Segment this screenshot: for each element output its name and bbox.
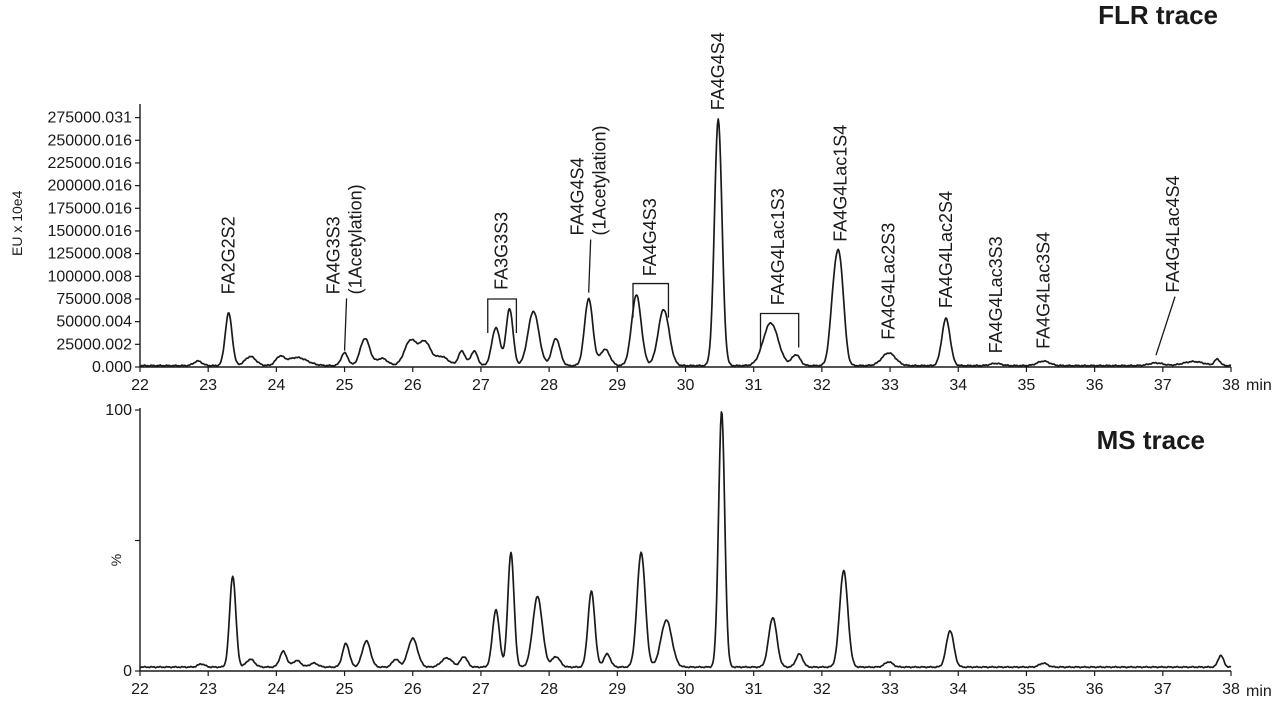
flr-x-tick-label: 31	[745, 377, 763, 394]
ms-x-tick-label: 36	[1086, 681, 1104, 698]
flr-x-tick-label: 24	[267, 377, 285, 394]
flr-trace-line	[139, 118, 1232, 368]
peak-label: FA4G4Lac2S3	[879, 223, 899, 340]
flr-x-tick-label: 37	[1154, 377, 1172, 394]
ms-x-unit-label: min	[1246, 683, 1272, 700]
peak-label: FA4G4S3	[640, 198, 660, 276]
flr-x-tick-label: 38	[1222, 377, 1240, 394]
ms-x-tick-label: 30	[677, 681, 695, 698]
ms-x-tick-label: 27	[472, 681, 490, 698]
peak-label: FA4G4Lac3S4	[1034, 232, 1054, 349]
ms-x-tick-label: 31	[745, 681, 763, 698]
flr-x-tick-label: 22	[131, 377, 149, 394]
peak-label: (1Acetylation)	[346, 184, 366, 294]
flr-y-ticks: 0.000 25000.002 50000.004 75000.008 100000.0…	[47, 110, 140, 376]
ms-x-tick-label: 38	[1222, 681, 1240, 698]
flr-x-tick-label: 26	[404, 377, 422, 394]
flr-x-tick-label: 32	[813, 377, 831, 394]
flr-peak-annotations: FA2G2S2 FA4G3S3 (1Acetylation) FA3G3S3FA4G4…	[219, 32, 1183, 356]
flr-y-tick-label: 150000.016	[47, 223, 132, 240]
flr-y-tick-label: 125000.008	[47, 246, 132, 263]
flr-x-tick-label: 35	[1018, 377, 1036, 394]
ms-y-axis-label: %	[108, 554, 124, 566]
flr-y-axis-label: EU x 10e4	[9, 190, 25, 256]
ms-trace-title: MS trace	[1097, 425, 1205, 455]
ms-x-tick-label: 32	[813, 681, 831, 698]
peak-group-bracket	[632, 282, 670, 318]
peak-label: FA2G2S2	[219, 216, 239, 294]
ms-x-tick-label: 33	[881, 681, 899, 698]
ms-x-tick-label: 34	[949, 681, 967, 698]
peak-leader-line	[588, 239, 592, 293]
peak-label: (1Acetylation)	[590, 125, 610, 235]
ms-x-tick-label: 25	[336, 681, 354, 698]
flr-y-tick-label: 175000.016	[47, 200, 132, 217]
flr-y-tick-label: 250000.016	[47, 132, 132, 149]
peak-label: FA4G4Lac2S4	[936, 191, 956, 308]
flr-trace-title: FLR trace	[1098, 0, 1218, 30]
peak-label: FA4G4Lac4S4	[1163, 176, 1183, 293]
peak-label: FA4G4S4	[708, 32, 728, 110]
flr-y-tick-label: 0.000	[92, 359, 132, 376]
ms-x-tick-label: 23	[199, 681, 217, 698]
peak-label: FA4G4S4	[568, 157, 588, 235]
flr-x-tick-label: 36	[1086, 377, 1104, 394]
flr-x-tick-label: 25	[336, 377, 354, 394]
flr-x-tick-label: 33	[881, 377, 899, 394]
flr-y-tick-label: 275000.031	[47, 110, 132, 127]
peak-group-bracket	[487, 298, 518, 333]
ms-panel: MS trace % 0 100 22 23 24 25 26 27 28 29 30 31 32 33…	[105, 402, 1271, 700]
flr-y-tick-label: 225000.016	[47, 155, 132, 172]
peak-label: FA4G4Lac3S3	[986, 236, 1006, 353]
peak-group-bracket	[759, 312, 800, 348]
ms-y-tick-label: 100	[105, 402, 132, 419]
ms-y-tick-label: 0	[123, 663, 132, 680]
peak-label: FA4G3S3	[324, 216, 344, 294]
peak-label: FA4G4Lac1S3	[768, 188, 788, 305]
flr-y-tick-label: 100000.008	[47, 268, 132, 285]
flr-panel: FLR trace EU x 10e4 0.000 25000.002 50000.…	[9, 0, 1272, 394]
flr-y-tick-label: 75000.008	[56, 291, 132, 308]
ms-trace-line	[139, 411, 1232, 669]
ms-x-tick-label: 28	[540, 681, 558, 698]
peak-leader-line	[343, 298, 348, 351]
ms-x-tick-label: 29	[608, 681, 626, 698]
flr-x-tick-label: 34	[949, 377, 967, 394]
ms-x-tick-label: 24	[267, 681, 285, 698]
ms-y-ticks: 0 100	[105, 402, 140, 680]
flr-x-tick-label: 23	[199, 377, 217, 394]
ms-x-tick-label: 22	[131, 681, 149, 698]
peak-label: FA4G4Lac1S4	[830, 125, 850, 242]
flr-x-tick-label: 28	[540, 377, 558, 394]
flr-x-unit-label: min	[1246, 377, 1272, 394]
ms-x-ticks: 22 23 24 25 26 27 28 29 30 31 32 33 34 35 36 37 38	[131, 671, 1240, 698]
ms-x-tick-label: 35	[1018, 681, 1036, 698]
flr-x-tick-label: 29	[608, 377, 626, 394]
peak-label: FA3G3S3	[491, 212, 511, 290]
flr-x-tick-label: 27	[472, 377, 490, 394]
flr-x-ticks: 22 23 24 25 26 27 28 29 30 31 32 33 34 35 36 37 38	[131, 367, 1240, 394]
flr-y-tick-label: 25000.002	[56, 336, 132, 353]
flr-y-tick-label: 200000.016	[47, 178, 132, 195]
ms-x-tick-label: 26	[404, 681, 422, 698]
peak-leader-line	[1155, 296, 1176, 356]
flr-y-tick-label: 50000.004	[56, 314, 132, 331]
flr-x-tick-label: 30	[677, 377, 695, 394]
ms-x-tick-label: 37	[1154, 681, 1172, 698]
